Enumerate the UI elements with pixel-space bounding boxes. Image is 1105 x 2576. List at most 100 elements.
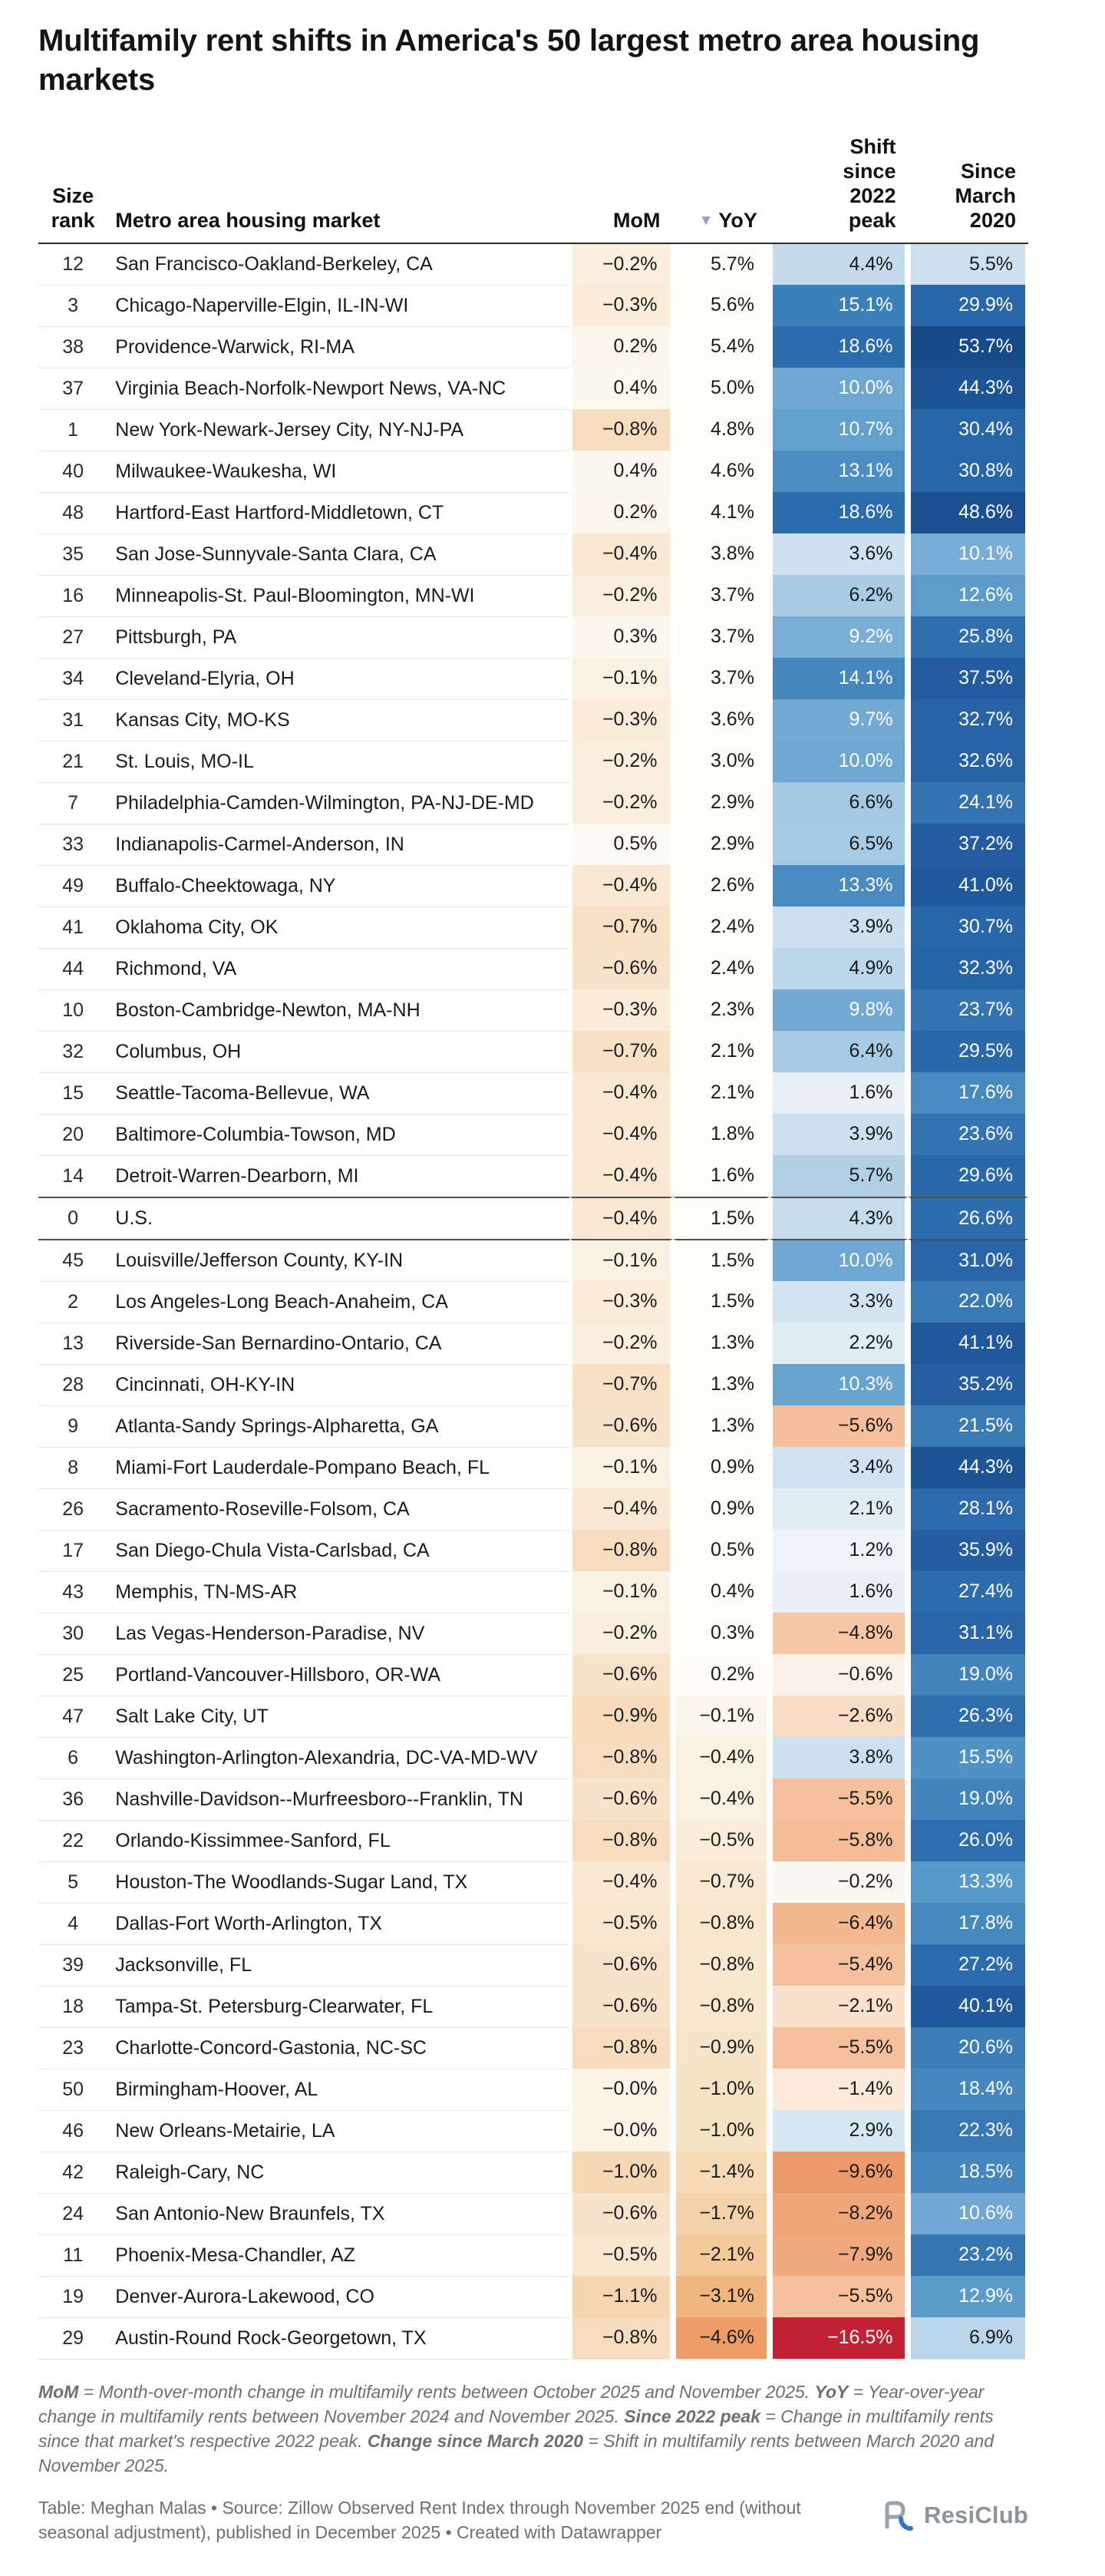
- col-header-shift-2022-peak[interactable]: Shift since 2022 peak: [769, 135, 909, 244]
- since-2020-cell: 23.7%: [908, 989, 1028, 1031]
- yoy-cell: −0.7%: [672, 1861, 770, 1903]
- mom-cell: −0.1%: [569, 657, 673, 699]
- since-2020-cell: 18.4%: [908, 2068, 1028, 2110]
- shift-2022-cell: 3.4%: [769, 1446, 909, 1488]
- shift-2022-cell: 6.2%: [769, 574, 909, 616]
- mom-cell: 0.4%: [569, 367, 673, 409]
- mom-cell: −0.3%: [569, 1280, 673, 1323]
- shift-2022-cell: −6.4%: [769, 1902, 909, 1944]
- footnote-segment: = Shift in multifamily rents between Mar…: [38, 2431, 995, 2476]
- col-header-mom[interactable]: MoM: [569, 135, 673, 244]
- resiclub-logo[interactable]: ResiClub: [879, 2497, 1028, 2534]
- metro-cell: U.S.: [107, 1196, 570, 1239]
- since-2020-cell: 17.8%: [908, 1902, 1028, 1944]
- mom-cell: −0.6%: [569, 2192, 673, 2234]
- mom-cell: −0.2%: [569, 781, 673, 824]
- metro-cell: Minneapolis-St. Paul-Bloomington, MN-WI: [107, 574, 570, 616]
- since-2020-cell: 30.4%: [908, 408, 1028, 451]
- metro-cell: Washington-Arlington-Alexandria, DC-VA-M…: [107, 1736, 570, 1778]
- since-2020-cell: 31.0%: [908, 1238, 1028, 1281]
- rank-cell: 21: [38, 740, 108, 782]
- col-header-since-march-2020[interactable]: Since March 2020: [908, 135, 1028, 244]
- shift-2022-cell: −5.4%: [769, 1944, 909, 1986]
- since-2020-cell: 19.0%: [908, 1653, 1028, 1696]
- table-row: 10 Boston-Cambridge-Newton, MA-NH −0.3% 2.3…: [38, 989, 1028, 1031]
- col-header-shift-2022-peak-label: Shift since 2022 peak: [843, 135, 896, 232]
- rank-cell: 11: [38, 2234, 108, 2276]
- mom-cell: −0.1%: [569, 1238, 673, 1281]
- table-row: 19 Denver-Aurora-Lakewood, CO −1.1% −3.1% −5…: [38, 2275, 1028, 2317]
- yoy-cell: −1.7%: [672, 2192, 770, 2234]
- table-row: 3 Chicago-Naperville-Elgin, IL-IN-WI −0.3%…: [38, 284, 1028, 326]
- rank-cell: 26: [38, 1488, 108, 1530]
- shift-2022-cell: −5.6%: [769, 1405, 909, 1447]
- rank-cell: 43: [38, 1570, 108, 1613]
- yoy-cell: 2.4%: [672, 906, 770, 948]
- table-row: 43 Memphis, TN-MS-AR −0.1% 0.4% 1.6% 27.4%: [38, 1570, 1028, 1613]
- rank-cell: 1: [38, 408, 108, 451]
- mom-cell: −0.5%: [569, 2234, 673, 2276]
- since-2020-cell: 44.3%: [908, 367, 1028, 409]
- col-header-size-rank[interactable]: Size rank: [38, 135, 108, 244]
- table-row: 49 Buffalo-Cheektowaga, NY −0.4% 2.6% 13.3% 4…: [38, 864, 1028, 907]
- footnote-segment: = Change in multifamily rents since that…: [38, 2406, 994, 2452]
- mom-cell: −0.8%: [569, 2317, 673, 2360]
- metro-cell: Atlanta-Sandy Springs-Alpharetta, GA: [107, 1405, 570, 1447]
- since-2020-cell: 10.6%: [908, 2192, 1028, 2234]
- table-row: 50 Birmingham-Hoover, AL −0.0% −1.0% −1.4% 18…: [38, 2068, 1028, 2110]
- shift-2022-cell: 14.1%: [769, 657, 909, 699]
- yoy-cell: 2.1%: [672, 1072, 770, 1114]
- yoy-cell: 3.6%: [672, 698, 770, 741]
- table-row: 32 Columbus, OH −0.7% 2.1% 6.4% 29.5%: [38, 1030, 1028, 1072]
- resiclub-logo-mark: [885, 2501, 914, 2531]
- since-2020-cell: 21.5%: [908, 1405, 1028, 1447]
- metro-cell: New York-Newark-Jersey City, NY-NJ-PA: [107, 408, 570, 451]
- since-2020-cell: 27.4%: [908, 1570, 1028, 1613]
- mom-cell: −0.4%: [569, 1072, 673, 1114]
- table-header: Size rank Metro area housing market MoM …: [38, 135, 1028, 244]
- table-row: 28 Cincinnati, OH-KY-IN −0.7% 1.3% 10.3% 35.2…: [38, 1363, 1028, 1405]
- mom-cell: −0.2%: [569, 574, 673, 616]
- mom-cell: −0.3%: [569, 284, 673, 326]
- rent-table: Size rank Metro area housing market MoM …: [38, 135, 1028, 2360]
- col-header-yoy[interactable]: ▼ YoY: [672, 135, 770, 244]
- metro-cell: Phoenix-Mesa-Chandler, AZ: [107, 2234, 570, 2276]
- metro-cell: Seattle-Tacoma-Bellevue, WA: [107, 1072, 570, 1114]
- rank-cell: 22: [38, 1819, 108, 1861]
- shift-2022-cell: 3.6%: [769, 533, 909, 575]
- rank-cell: 46: [38, 2109, 108, 2152]
- shift-2022-cell: 10.3%: [769, 1363, 909, 1405]
- yoy-cell: 2.6%: [672, 864, 770, 907]
- col-header-metro[interactable]: Metro area housing market: [107, 135, 570, 244]
- rank-cell: 14: [38, 1154, 108, 1197]
- mom-cell: −0.8%: [569, 408, 673, 451]
- metro-cell: Virginia Beach-Norfolk-Newport News, VA-…: [107, 367, 570, 409]
- rank-cell: 30: [38, 1612, 108, 1654]
- rank-cell: 28: [38, 1363, 108, 1405]
- table-row-us: 0 U.S. −0.4% 1.5% 4.3% 26.6%: [38, 1196, 1028, 1239]
- rank-cell: 47: [38, 1695, 108, 1737]
- metro-cell: Milwaukee-Waukesha, WI: [107, 450, 570, 492]
- shift-2022-cell: 5.7%: [769, 1154, 909, 1197]
- since-2020-cell: 28.1%: [908, 1488, 1028, 1530]
- yoy-cell: 3.8%: [672, 533, 770, 575]
- metro-cell: Orlando-Kissimmee-Sanford, FL: [107, 1819, 570, 1861]
- rank-cell: 23: [38, 2026, 108, 2069]
- table-row: 45 Louisville/Jefferson County, KY-IN −0.1…: [38, 1238, 1028, 1281]
- shift-2022-cell: 6.6%: [769, 781, 909, 824]
- table-row: 13 Riverside-San Bernardino-Ontario, CA −0…: [38, 1322, 1028, 1364]
- rank-cell: 2: [38, 1280, 108, 1323]
- shift-2022-cell: −2.6%: [769, 1695, 909, 1737]
- header-row: Size rank Metro area housing market MoM …: [38, 135, 1028, 244]
- shift-2022-cell: 1.6%: [769, 1072, 909, 1114]
- shift-2022-cell: 18.6%: [769, 325, 909, 368]
- rank-cell: 25: [38, 1653, 108, 1696]
- since-2020-cell: 20.6%: [908, 2026, 1028, 2069]
- table-row: 48 Hartford-East Hartford-Middletown, CT 0…: [38, 491, 1028, 533]
- mom-cell: −0.2%: [569, 1612, 673, 1654]
- mom-cell: −0.4%: [569, 533, 673, 575]
- footnote-segment: YoY: [814, 2381, 849, 2402]
- table-row: 11 Phoenix-Mesa-Chandler, AZ −0.5% −2.1% −7.…: [38, 2234, 1028, 2276]
- since-2020-cell: 5.5%: [908, 243, 1028, 285]
- table-row: 6 Washington-Arlington-Alexandria, DC-VA-…: [38, 1736, 1028, 1778]
